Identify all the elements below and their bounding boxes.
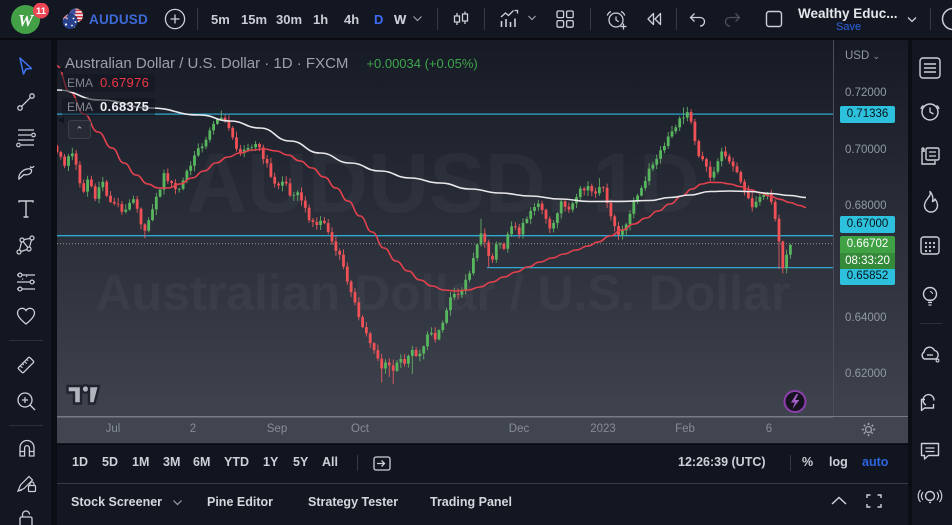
svg-text:11: 11 <box>36 6 47 17</box>
svg-text:Australian Dollar / U.S. Dolla: Australian Dollar / U.S. Dollar <box>96 265 791 321</box>
svg-text:W: W <box>18 11 35 30</box>
